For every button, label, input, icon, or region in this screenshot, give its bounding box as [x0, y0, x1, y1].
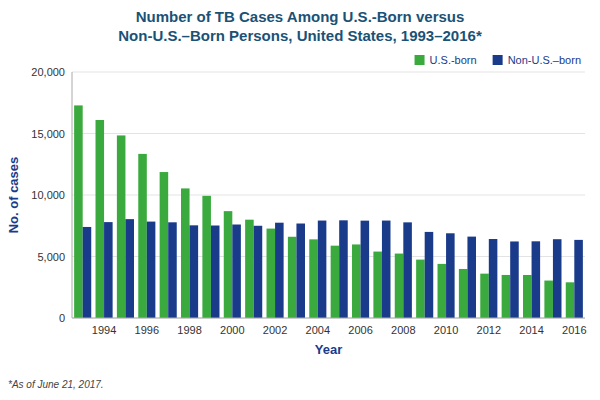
bar [438, 264, 447, 318]
bar [339, 220, 348, 318]
x-axis: 1994 1996 1998 2000 2002 2004 2006 2008 2010 2012… [92, 324, 587, 336]
y-tick-label: 0 [59, 312, 65, 324]
bars [74, 105, 583, 318]
x-tick-label: 2014 [519, 324, 543, 336]
y-tick-label: 5,000 [37, 251, 65, 263]
bar [181, 188, 190, 318]
bar [510, 241, 519, 318]
bar [138, 154, 147, 318]
bar [480, 274, 489, 318]
y-tick-label: 20,000 [31, 66, 65, 78]
legend-label: Non-U.S.–born [508, 54, 581, 66]
title-line: Non-U.S.–Born Persons, United States, 19… [118, 27, 482, 44]
bar [125, 219, 134, 318]
bar [160, 172, 169, 318]
bar [211, 226, 220, 318]
x-tick-label: 1996 [135, 324, 159, 336]
x-tick-label: 2002 [263, 324, 287, 336]
bar [382, 221, 391, 318]
bar [467, 237, 476, 318]
x-tick-label: 2006 [348, 324, 372, 336]
bar [489, 239, 498, 318]
legend: U.S.-born Non-U.S.–born [415, 54, 581, 66]
grid-line [72, 318, 585, 319]
bar [96, 120, 105, 318]
bar [502, 275, 511, 318]
bar [425, 232, 434, 318]
bar [361, 221, 370, 318]
bar [104, 222, 113, 318]
x-axis-label: Year [315, 342, 342, 357]
chart: Number of TB Cases Among U.S.-Born versu… [0, 0, 600, 400]
bar [553, 239, 562, 318]
x-axis-line [72, 318, 585, 319]
legend-swatch [415, 55, 425, 65]
bar [288, 237, 297, 318]
bar [352, 244, 361, 318]
bar [254, 226, 263, 318]
bar [117, 135, 126, 318]
x-tick-label: 1998 [177, 324, 201, 336]
bar [168, 222, 177, 318]
x-tick-label: 2008 [391, 324, 415, 336]
footnote: *As of June 21, 2017. [8, 379, 104, 390]
legend-label: U.S.-born [430, 54, 477, 66]
bar [574, 240, 583, 318]
bar [245, 220, 254, 318]
grid-line [72, 195, 585, 196]
bar [224, 211, 233, 318]
bar [202, 196, 211, 318]
bar [267, 229, 276, 318]
bar [523, 275, 532, 318]
grid-line [72, 133, 585, 134]
bar [395, 254, 404, 318]
grid-line [72, 72, 585, 73]
bar [532, 241, 541, 318]
bar [544, 281, 553, 318]
y-tick-label: 10,000 [31, 189, 65, 201]
bar [331, 246, 340, 318]
legend-swatch [493, 55, 503, 65]
bar [403, 222, 412, 318]
bar [232, 225, 241, 318]
x-tick-label: 2004 [306, 324, 330, 336]
bar [309, 239, 318, 318]
bar [74, 105, 83, 318]
bar [147, 222, 156, 318]
bar [446, 233, 455, 318]
title-line: Number of TB Cases Among U.S.-Born versu… [136, 8, 465, 25]
y-axis-line [72, 72, 73, 318]
bar [190, 225, 199, 318]
bar [318, 221, 327, 318]
y-axis-label: No. of cases [6, 157, 21, 234]
bar [459, 269, 468, 318]
bar [416, 260, 425, 318]
x-tick-label: 2012 [477, 324, 501, 336]
bar [566, 282, 575, 318]
x-tick-label: 2000 [220, 324, 244, 336]
y-axis: 0 5,000 10,000 15,000 20,000 [31, 66, 585, 324]
bar [83, 227, 92, 318]
x-tick-label: 2010 [434, 324, 458, 336]
title: Number of TB Cases Among U.S.-Born versu… [118, 8, 482, 44]
x-tick-label: 2016 [562, 324, 586, 336]
bar [373, 252, 382, 318]
y-tick-label: 15,000 [31, 128, 65, 140]
x-tick-label: 1994 [92, 324, 116, 336]
bar [296, 224, 305, 318]
bar [275, 223, 284, 318]
